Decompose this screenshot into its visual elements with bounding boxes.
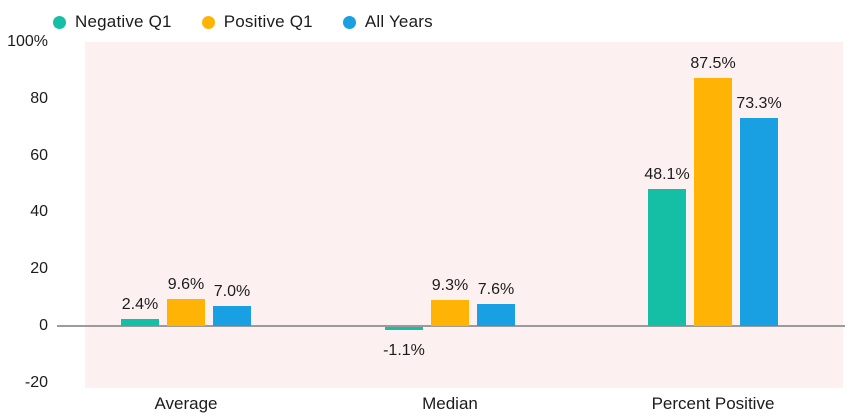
bar-all-years-median bbox=[477, 304, 515, 326]
bar-positive-q1-percent-positive bbox=[694, 77, 732, 326]
legend-item-positive-q1: Positive Q1 bbox=[201, 12, 313, 32]
legend-dot-positive-q1-icon bbox=[201, 15, 215, 29]
bar-value-label: 73.3% bbox=[736, 94, 782, 112]
legend-item-all-years: All Years bbox=[342, 12, 433, 32]
y-tick-label: 0 bbox=[39, 317, 48, 334]
legend-dot-all-years-icon bbox=[342, 15, 356, 29]
legend-item-negative-q1: Negative Q1 bbox=[53, 12, 172, 32]
legend-label-negative-q1: Negative Q1 bbox=[75, 12, 172, 31]
bar-value-label: 7.0% bbox=[213, 283, 251, 301]
y-tick-label: 40 bbox=[30, 203, 48, 221]
bar-value-label: 9.3% bbox=[431, 276, 469, 294]
zero-axis-line bbox=[57, 325, 845, 327]
y-tick-label: 20 bbox=[30, 260, 48, 278]
legend-label-positive-q1: Positive Q1 bbox=[223, 12, 313, 31]
bar-value-label: -1.1% bbox=[383, 342, 425, 360]
bar-positive-q1-average bbox=[167, 298, 205, 326]
bar-negative-q1-average bbox=[121, 319, 159, 326]
bar-negative-q1-percent-positive bbox=[648, 189, 686, 326]
legend-label-all-years: All Years bbox=[364, 12, 433, 31]
y-tick-label: 80 bbox=[30, 89, 48, 107]
y-tick-label: -20 bbox=[24, 373, 48, 391]
bar-value-label: 87.5% bbox=[690, 54, 736, 72]
bar-negative-q1-median bbox=[385, 327, 423, 331]
bar-positive-q1-median bbox=[431, 299, 469, 326]
bar-value-label: 9.6% bbox=[167, 275, 205, 293]
category-label-percent-positive: Percent Positive bbox=[651, 394, 775, 413]
bar-value-label: 2.4% bbox=[121, 296, 159, 314]
legend-dot-negative-q1-icon bbox=[53, 15, 66, 29]
legend: Negative Q1 Positive Q1 All Years bbox=[53, 11, 433, 33]
bar-value-label: 7.6% bbox=[477, 281, 515, 299]
y-tick-label: 60 bbox=[30, 146, 48, 164]
bar-value-label: 48.1% bbox=[644, 166, 690, 184]
bar-all-years-percent-positive bbox=[740, 117, 778, 326]
y-tick-label: 100% bbox=[7, 33, 48, 50]
category-label-average: Average bbox=[154, 394, 218, 413]
category-label-median: Median bbox=[422, 394, 478, 413]
bar-all-years-average bbox=[213, 306, 251, 326]
